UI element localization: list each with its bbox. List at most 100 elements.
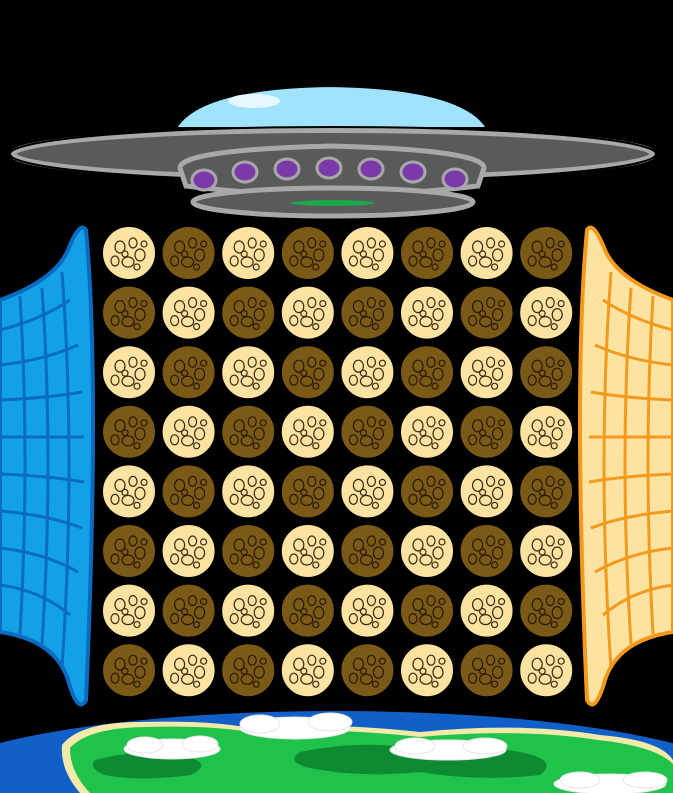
dark-moon-tile[interactable] bbox=[458, 403, 515, 460]
light-moon-tile[interactable] bbox=[458, 225, 515, 281]
moon-icon bbox=[339, 463, 396, 520]
light-moon-tile[interactable] bbox=[101, 225, 157, 281]
dark-moon-tile[interactable] bbox=[518, 344, 575, 401]
dark-moon-tile[interactable] bbox=[279, 463, 336, 520]
moon-icon bbox=[220, 463, 277, 520]
light-moon-tile[interactable] bbox=[339, 582, 396, 639]
dark-moon-tile[interactable] bbox=[160, 225, 217, 281]
moon-crater bbox=[472, 300, 484, 314]
moon-crater bbox=[133, 382, 141, 390]
light-moon-tile[interactable] bbox=[339, 463, 396, 520]
moon-crater bbox=[289, 434, 299, 446]
moon-crater bbox=[229, 315, 239, 327]
dark-moon-tile[interactable] bbox=[160, 582, 217, 639]
moon-crater bbox=[307, 237, 317, 249]
light-moon-tile[interactable] bbox=[220, 344, 277, 401]
dark-moon-tile[interactable] bbox=[101, 642, 157, 699]
dark-moon-tile[interactable] bbox=[339, 403, 396, 460]
dark-moon-tile[interactable] bbox=[518, 463, 575, 520]
dark-moon-tile[interactable] bbox=[101, 284, 157, 341]
dark-moon-tile[interactable] bbox=[160, 344, 217, 401]
dark-moon-tile[interactable] bbox=[160, 463, 217, 520]
moon-crater bbox=[359, 554, 373, 566]
dark-moon-tile[interactable] bbox=[458, 284, 515, 341]
dark-moon-tile[interactable] bbox=[399, 344, 455, 401]
moon-crater bbox=[348, 553, 358, 565]
light-moon-tile[interactable] bbox=[101, 344, 157, 401]
light-moon-tile[interactable] bbox=[339, 225, 396, 281]
moon-crater bbox=[531, 300, 543, 314]
dark-moon-tile[interactable] bbox=[279, 582, 336, 639]
light-moon-tile[interactable] bbox=[518, 523, 575, 579]
moon-crater bbox=[229, 374, 239, 386]
moon-crater bbox=[527, 374, 537, 386]
moon-crater bbox=[412, 657, 424, 671]
moon-crater bbox=[128, 475, 138, 487]
light-moon-tile[interactable] bbox=[279, 284, 336, 341]
dark-moon-tile[interactable] bbox=[339, 284, 396, 341]
dark-moon-tile[interactable] bbox=[220, 403, 277, 460]
light-moon-tile[interactable] bbox=[220, 463, 277, 520]
moon-crater bbox=[300, 488, 308, 496]
moon-crater bbox=[431, 382, 439, 390]
dark-moon-tile[interactable] bbox=[518, 582, 575, 639]
dark-moon-tile[interactable] bbox=[220, 642, 277, 699]
dark-moon-tile[interactable] bbox=[279, 344, 336, 401]
moon-icon bbox=[339, 523, 396, 579]
light-moon-tile[interactable] bbox=[279, 642, 336, 699]
dark-moon-tile[interactable] bbox=[458, 642, 515, 699]
moon-crater bbox=[247, 297, 257, 309]
light-moon-tile[interactable] bbox=[339, 344, 396, 401]
moon-crater bbox=[468, 434, 478, 446]
light-moon-tile[interactable] bbox=[220, 582, 277, 639]
moon-crater bbox=[128, 535, 138, 547]
moon-crater bbox=[110, 553, 120, 565]
moon-crater bbox=[240, 548, 248, 556]
light-moon-tile[interactable] bbox=[399, 403, 455, 460]
light-moon-tile[interactable] bbox=[458, 344, 515, 401]
moon-crater bbox=[170, 672, 180, 684]
light-moon-tile[interactable] bbox=[160, 403, 217, 460]
moon-crater bbox=[128, 416, 138, 428]
dark-moon-tile[interactable] bbox=[339, 523, 396, 579]
light-moon-tile[interactable] bbox=[101, 463, 157, 520]
moon-crater bbox=[252, 680, 260, 688]
moon-crater bbox=[359, 369, 367, 377]
dark-moon-tile[interactable] bbox=[279, 225, 336, 281]
light-moon-tile[interactable] bbox=[399, 523, 455, 579]
moon-crater bbox=[468, 612, 478, 625]
dark-moon-tile[interactable] bbox=[220, 284, 277, 341]
light-moon-tile[interactable] bbox=[399, 284, 455, 341]
light-moon-tile[interactable] bbox=[279, 523, 336, 579]
moon-icon bbox=[399, 225, 455, 281]
dark-moon-tile[interactable] bbox=[220, 523, 277, 579]
light-moon-tile[interactable] bbox=[101, 582, 157, 639]
dark-moon-tile[interactable] bbox=[101, 523, 157, 579]
light-moon-tile[interactable] bbox=[279, 403, 336, 460]
moon-crater bbox=[319, 300, 327, 308]
moon-crater bbox=[114, 597, 126, 612]
light-moon-tile[interactable] bbox=[458, 582, 515, 639]
light-moon-tile[interactable] bbox=[399, 642, 455, 699]
moon-crater bbox=[200, 538, 208, 546]
light-moon-tile[interactable] bbox=[518, 642, 575, 699]
moon-crater bbox=[140, 657, 148, 665]
light-moon-tile[interactable] bbox=[160, 284, 217, 341]
light-moon-tile[interactable] bbox=[458, 463, 515, 520]
dark-moon-tile[interactable] bbox=[518, 225, 575, 281]
light-moon-tile[interactable] bbox=[160, 642, 217, 699]
moon-crater bbox=[550, 501, 558, 509]
dark-moon-tile[interactable] bbox=[101, 403, 157, 460]
light-moon-tile[interactable] bbox=[518, 284, 575, 341]
moon-crater bbox=[438, 657, 446, 665]
light-moon-tile[interactable] bbox=[220, 225, 277, 281]
dark-moon-tile[interactable] bbox=[458, 523, 515, 579]
dark-moon-tile[interactable] bbox=[399, 225, 455, 281]
light-moon-tile[interactable] bbox=[518, 403, 575, 460]
dark-moon-tile[interactable] bbox=[339, 642, 396, 699]
moon-crater bbox=[312, 501, 320, 509]
dark-moon-tile[interactable] bbox=[399, 463, 455, 520]
light-moon-tile[interactable] bbox=[160, 523, 217, 579]
dark-moon-tile[interactable] bbox=[399, 582, 455, 639]
